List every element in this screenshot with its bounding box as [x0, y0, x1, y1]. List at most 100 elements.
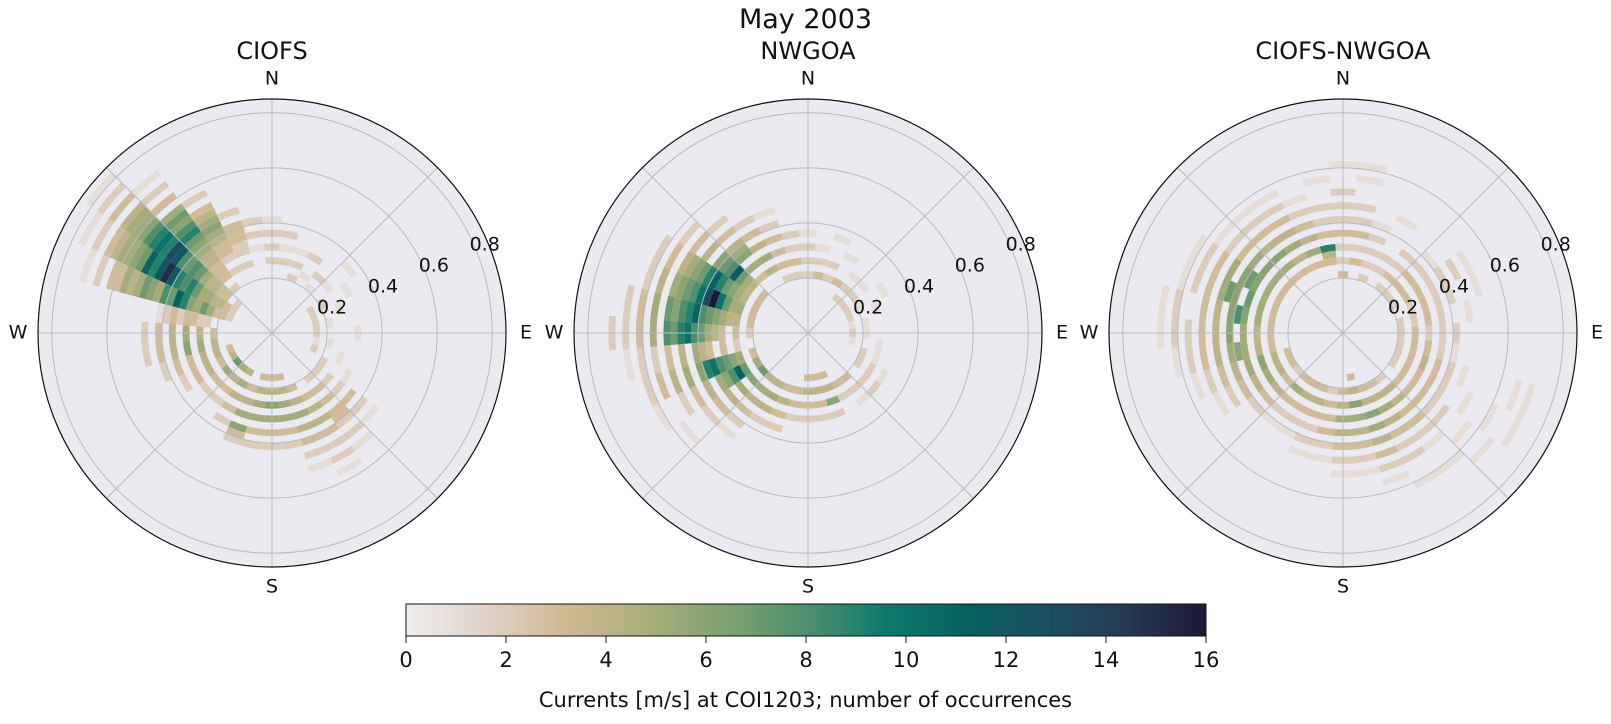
histogram-cell [841, 305, 852, 316]
histogram-cell [1224, 230, 1246, 255]
histogram-cell [746, 316, 755, 329]
histogram-cell [1305, 407, 1322, 420]
histogram-cell [204, 226, 226, 243]
histogram-cell [1229, 361, 1244, 383]
histogram-cell [1469, 435, 1496, 465]
histogram-cell [701, 359, 715, 380]
histogram-cell [182, 309, 193, 326]
histogram-cell [725, 410, 745, 429]
histogram-cell [1401, 445, 1426, 464]
histogram-cell [1354, 465, 1381, 477]
histogram-cell [215, 356, 227, 369]
histogram-cell [772, 378, 785, 390]
histogram-cell [1366, 378, 1379, 390]
histogram-cell [845, 312, 855, 323]
histogram-cell [847, 320, 856, 330]
histogram-cell [277, 399, 292, 409]
histogram-cell [700, 404, 721, 426]
histogram-cell [791, 386, 804, 395]
histogram-cell [675, 274, 690, 300]
histogram-cell [739, 289, 752, 304]
figure-title: May 2003 [738, 4, 873, 35]
radial-tick-label: 0.4 [368, 276, 398, 298]
histogram-cell [1414, 420, 1436, 441]
radial-tick-label: 0.8 [1006, 233, 1036, 255]
histogram-cell [136, 216, 161, 243]
colorbar-tick-label: 2 [499, 648, 512, 672]
histogram-cell [1433, 265, 1450, 287]
histogram-cell [1382, 470, 1410, 486]
angular-gridline [271, 332, 438, 499]
histogram-cell [280, 230, 299, 240]
direction-label-e: E [520, 322, 532, 344]
radial-tick-label: 0.2 [1388, 297, 1418, 319]
histogram-cell [296, 420, 316, 433]
histogram-cell [169, 341, 179, 360]
histogram-cell [228, 420, 248, 433]
histogram-cell [169, 214, 194, 236]
histogram-cell [1309, 452, 1333, 464]
histogram-cell [1311, 395, 1326, 407]
histogram-cell [1444, 257, 1462, 281]
histogram-cell [105, 260, 123, 291]
histogram-cell [718, 309, 729, 326]
polar-frame [37, 98, 507, 568]
histogram-cell [1455, 365, 1470, 389]
histogram-cell [1417, 354, 1430, 371]
histogram-cell [311, 336, 320, 346]
histogram-cell [1256, 354, 1269, 371]
histogram-cell [1252, 189, 1280, 209]
histogram-cell [1212, 343, 1224, 367]
histogram-cell [714, 292, 727, 310]
histogram-cell [78, 210, 103, 246]
histogram-cell [1399, 362, 1412, 377]
histogram-cell [1421, 373, 1437, 393]
histogram-cell [1280, 372, 1295, 387]
histogram-cell [1316, 426, 1335, 436]
histogram-cell [678, 221, 701, 247]
histogram-cell [1311, 259, 1326, 271]
histogram-cell [306, 400, 324, 415]
histogram-cell [228, 282, 241, 295]
histogram-cell [172, 357, 185, 377]
histogram-cell [301, 389, 316, 402]
histogram-cell [846, 289, 859, 302]
histogram-cell [350, 430, 375, 452]
histogram-cell [1395, 214, 1419, 232]
histogram-cell [1367, 420, 1387, 433]
histogram-cell [1312, 439, 1334, 450]
histogram-cell [340, 388, 357, 406]
histogram-cell [831, 378, 844, 390]
histogram-cell [776, 395, 791, 407]
histogram-cell [240, 259, 255, 271]
histogram-cell [1224, 385, 1242, 409]
histogram-cell [839, 371, 852, 384]
histogram-cell [1374, 282, 1387, 295]
histogram-cell [1405, 350, 1417, 365]
histogram-cell [215, 284, 229, 298]
histogram-cell [1243, 357, 1256, 377]
histogram-cell [97, 182, 127, 215]
histogram-cell [85, 172, 117, 207]
histogram-cell [856, 372, 871, 387]
histogram-cell [847, 336, 856, 346]
windrose-panel-2: 0.2 0.4 0.6 0.8 N E S W [1080, 68, 1603, 598]
histogram-cell [866, 380, 882, 397]
histogram-cell [276, 386, 289, 395]
histogram-cell [726, 281, 741, 299]
histogram-cell [1348, 399, 1363, 409]
histogram-cell [153, 230, 175, 255]
histogram-cell [203, 254, 221, 270]
histogram-cell [116, 234, 137, 264]
histogram-cell [1289, 381, 1304, 396]
angular-gridline [807, 167, 974, 334]
histogram-cell [1436, 306, 1446, 325]
histogram-cell [1299, 389, 1314, 402]
histogram-cell [184, 277, 199, 296]
histogram-cell [1412, 468, 1442, 489]
histogram-cell [204, 274, 219, 290]
histogram-cell [781, 230, 800, 240]
histogram-cell [159, 235, 180, 258]
histogram-cell [1243, 269, 1259, 290]
histogram-cell [1312, 216, 1334, 227]
